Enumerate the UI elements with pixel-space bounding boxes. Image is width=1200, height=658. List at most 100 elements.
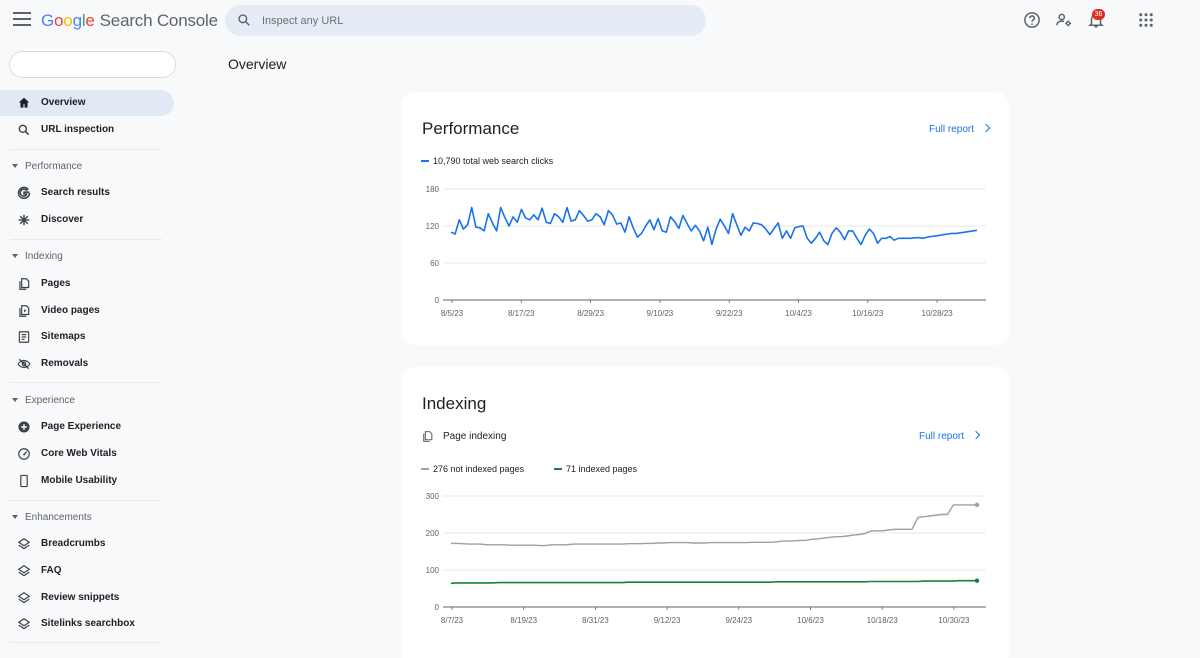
nav-sitemaps[interactable]: Sitemaps bbox=[0, 324, 174, 350]
page-indexing-label: Page indexing bbox=[443, 431, 507, 443]
x-tick-label: 10/30/23 bbox=[938, 616, 970, 625]
app-logo[interactable]: Google Search Console bbox=[41, 11, 218, 31]
nav-divider bbox=[10, 382, 162, 383]
nav-section-indexing[interactable]: Indexing bbox=[0, 246, 174, 268]
caret-down-icon bbox=[12, 254, 18, 258]
nav-section-label: Performance bbox=[25, 161, 83, 172]
nav-item-label: Search results bbox=[41, 187, 110, 198]
nav-item-label: Mobile Usability bbox=[41, 475, 118, 486]
nav-search-results[interactable]: Search results bbox=[0, 180, 174, 206]
nav-discover[interactable]: Discover bbox=[0, 207, 174, 233]
y-tick-label: 180 bbox=[426, 185, 440, 194]
nav-review-snippets[interactable]: Review snippets bbox=[0, 585, 174, 611]
nav-divider bbox=[10, 642, 162, 643]
nav-pages[interactable]: Pages bbox=[0, 271, 174, 297]
nav-breadcrumbs[interactable]: Breadcrumbs bbox=[0, 531, 174, 557]
eye-off-icon bbox=[17, 358, 31, 370]
indexed-legend-label: 71 indexed pages bbox=[566, 464, 638, 474]
nav-item-label: Pages bbox=[41, 278, 71, 289]
series-end-point bbox=[974, 502, 980, 508]
nav-divider bbox=[10, 239, 162, 240]
indexed-legend: 71 indexed pages bbox=[554, 464, 637, 474]
x-tick-label: 9/10/23 bbox=[647, 309, 674, 318]
nav-url-inspection[interactable]: URL inspection bbox=[0, 117, 174, 143]
brand-letter-6: e bbox=[85, 11, 95, 30]
search-icon bbox=[18, 124, 30, 136]
not-indexed-legend: 276 not indexed pages bbox=[421, 464, 524, 474]
nav-item-label: Breadcrumbs bbox=[41, 538, 106, 549]
legend-swatch bbox=[421, 159, 429, 162]
nav-section-label: Experience bbox=[25, 395, 76, 406]
performance-title: Performance bbox=[422, 119, 520, 138]
nav-item-label: Removals bbox=[41, 358, 89, 369]
home-icon bbox=[18, 97, 30, 108]
nav-sitelinks-searchbox[interactable]: Sitelinks searchbox bbox=[0, 611, 174, 637]
caret-down-icon bbox=[12, 515, 18, 519]
x-tick-label: 10/4/23 bbox=[785, 309, 812, 318]
nav-divider bbox=[10, 149, 162, 150]
series-line bbox=[450, 206, 978, 246]
url-inspection-input[interactable] bbox=[262, 5, 682, 36]
help-icon[interactable] bbox=[1023, 11, 1041, 29]
indexing-title: Indexing bbox=[422, 394, 487, 413]
y-tick-label: 60 bbox=[430, 259, 439, 268]
y-tick-label: 300 bbox=[426, 492, 440, 501]
url-inspection-search[interactable] bbox=[225, 5, 706, 36]
search-icon bbox=[238, 14, 250, 26]
indexing-chart: 300 200 100 08/7/23 8/19/23 8/31/23 9/12/23 9/2… bbox=[426, 492, 986, 625]
y-tick-label: 0 bbox=[435, 603, 440, 612]
nav-removals[interactable]: Removals bbox=[0, 351, 174, 377]
caret-down-icon bbox=[12, 164, 18, 168]
layers-icon bbox=[17, 592, 31, 604]
clicks-legend: 10,790 total web search clicks bbox=[421, 156, 553, 166]
x-tick-label: 10/18/23 bbox=[867, 616, 899, 625]
x-tick-label: 8/17/23 bbox=[508, 309, 535, 318]
layers-icon bbox=[17, 538, 31, 550]
apps-grid-icon[interactable] bbox=[1137, 11, 1155, 29]
full-report-label: Full report bbox=[919, 431, 965, 442]
nav-item-label: Page Experience bbox=[41, 421, 122, 432]
layers-icon bbox=[17, 565, 31, 577]
brand-letter-3: o bbox=[63, 11, 73, 30]
nav-section-experience[interactable]: Experience bbox=[0, 390, 174, 412]
sidebar: Overview URL inspection Performance Sear… bbox=[0, 42, 190, 658]
not-indexed-legend-label: 276 not indexed pages bbox=[433, 464, 525, 474]
indexing-full-report-link[interactable]: Full report bbox=[919, 430, 981, 442]
nav-divider bbox=[10, 500, 162, 501]
brand-letter-2: o bbox=[54, 11, 64, 30]
nav-overview[interactable]: Overview bbox=[0, 90, 174, 116]
x-tick-label: 8/5/23 bbox=[441, 309, 464, 318]
y-tick-label: 0 bbox=[435, 296, 440, 305]
nav-item-label: FAQ bbox=[41, 565, 62, 576]
nav-video-pages[interactable]: Video pages bbox=[0, 298, 174, 324]
nav-core-web-vitals[interactable]: Core Web Vitals bbox=[0, 441, 174, 467]
caret-down-icon bbox=[12, 398, 18, 402]
nav-section-label: Indexing bbox=[25, 251, 63, 262]
series-end-point bbox=[974, 578, 980, 583]
nav-faq[interactable]: FAQ bbox=[0, 558, 174, 584]
nav-item-label: Discover bbox=[41, 214, 84, 225]
x-tick-label: 9/22/23 bbox=[716, 309, 743, 318]
manage-users-icon[interactable] bbox=[1055, 11, 1073, 29]
page-indexing-subhead: Page indexing bbox=[421, 430, 506, 443]
y-tick-label: 100 bbox=[426, 566, 440, 575]
phone-icon bbox=[20, 474, 28, 488]
performance-full-report-link[interactable]: Full report bbox=[929, 123, 991, 135]
pages-icon bbox=[19, 278, 30, 290]
nav-section-enhancements[interactable]: Enhancements bbox=[0, 507, 174, 529]
nav-mobile-usability[interactable]: Mobile Usability bbox=[0, 468, 174, 494]
indexing-card: Indexing Page indexing Full report 276 n… bbox=[401, 367, 1009, 658]
nav-section-performance[interactable]: Performance bbox=[0, 156, 174, 178]
google-g-icon bbox=[17, 186, 31, 200]
brand-letter-1: G bbox=[41, 11, 55, 30]
layers-icon bbox=[17, 618, 31, 630]
nav-page-experience[interactable]: Page Experience bbox=[0, 414, 174, 440]
property-selector[interactable] bbox=[9, 51, 176, 78]
page-title: Overview bbox=[228, 56, 287, 72]
plus-circle-icon bbox=[18, 421, 30, 433]
legend-swatch bbox=[421, 467, 429, 470]
x-tick-label: 9/12/23 bbox=[654, 616, 681, 625]
hamburger-menu-icon[interactable] bbox=[13, 12, 31, 26]
x-tick-label: 9/24/23 bbox=[725, 616, 752, 625]
